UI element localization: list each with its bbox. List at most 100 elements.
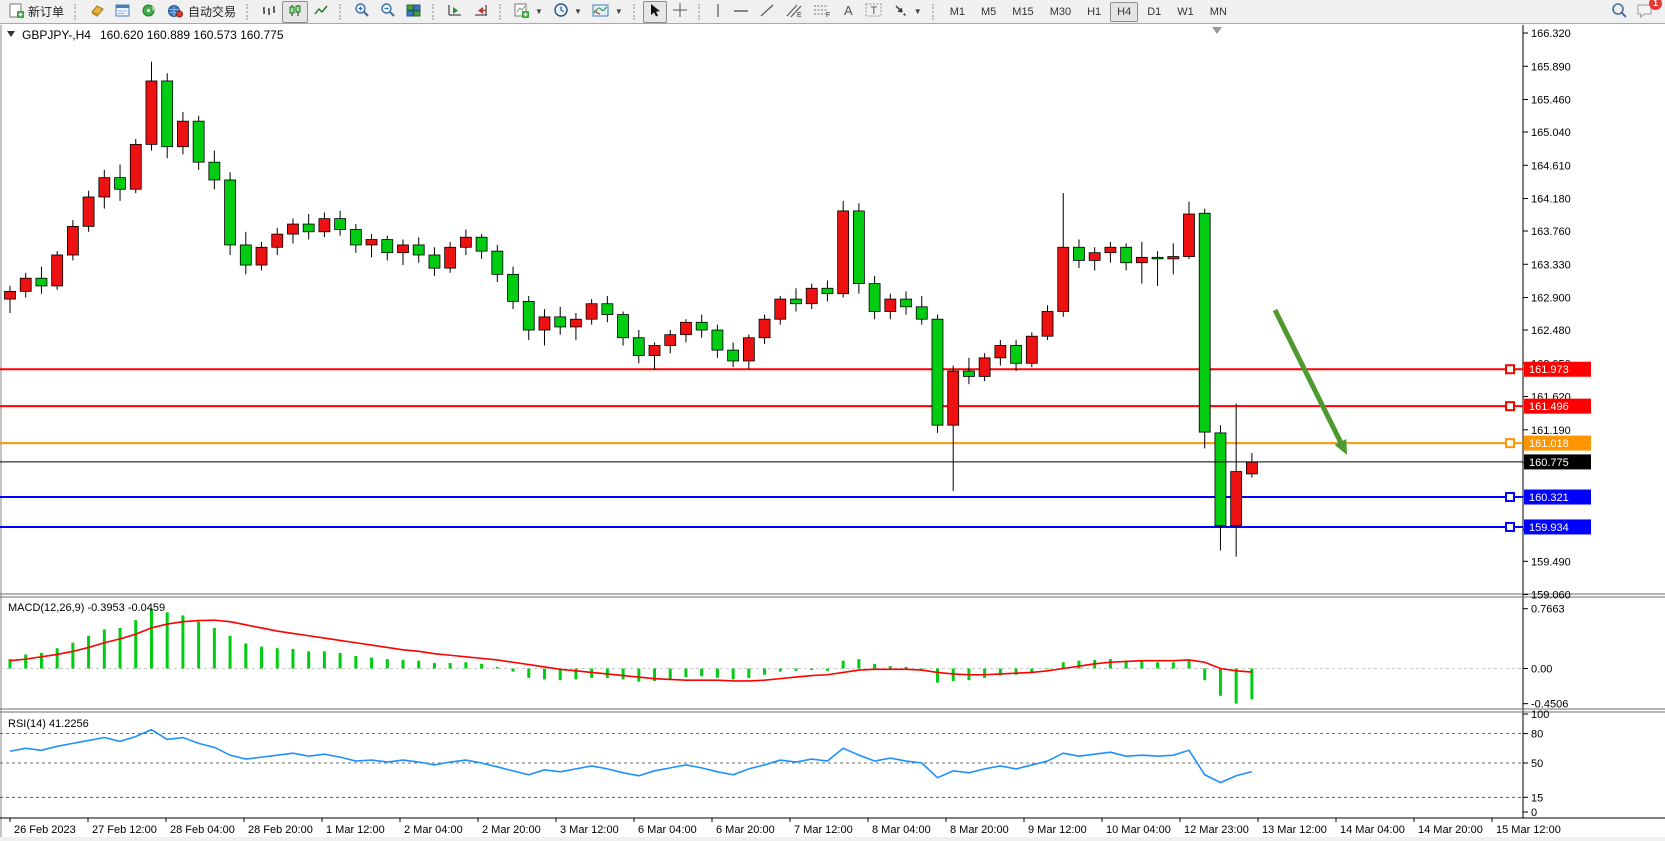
toolbar-grip bbox=[499, 3, 504, 20]
candle-body bbox=[51, 254, 64, 287]
text-label-button[interactable]: T bbox=[860, 1, 888, 23]
candle-body bbox=[695, 321, 708, 331]
navigator-icon bbox=[141, 3, 157, 21]
hline-handle[interactable] bbox=[1505, 521, 1515, 532]
timeframe-m30[interactable]: M30 bbox=[1049, 5, 1072, 18]
timeframe-m5[interactable]: M5 bbox=[981, 5, 997, 18]
line-chart-icon bbox=[313, 3, 329, 21]
templates-button[interactable]: ▼ bbox=[587, 1, 628, 23]
auto-scroll-icon bbox=[447, 3, 463, 21]
templates-icon bbox=[592, 3, 610, 21]
bar-chart-button[interactable] bbox=[256, 1, 282, 23]
chart-shift-button[interactable] bbox=[468, 1, 494, 23]
new-chart-button[interactable]: ▼ bbox=[509, 1, 548, 23]
axes: 166.320 165.890 165.460 165.040 164.610 164.1… bbox=[9, 28, 1591, 836]
navigator-button[interactable] bbox=[136, 1, 162, 23]
price-tick-label: 165.890 bbox=[1531, 61, 1571, 73]
notification-badge: 1 bbox=[1649, 0, 1662, 10]
price-tick-label: 165.460 bbox=[1531, 95, 1571, 107]
autotrading-icon bbox=[167, 3, 184, 21]
timeframe-w1[interactable]: W1 bbox=[1177, 5, 1194, 18]
data-window-button[interactable] bbox=[110, 1, 136, 23]
toolbar-grip bbox=[632, 3, 638, 20]
candle-body bbox=[1198, 212, 1211, 433]
auto-scroll-button[interactable] bbox=[442, 1, 468, 23]
hline-handle[interactable] bbox=[1505, 492, 1515, 503]
time-tick-label: 8 Mar 20:00 bbox=[950, 824, 1009, 836]
crosshair-button[interactable] bbox=[667, 1, 693, 23]
one-click-trading-toggle[interactable] bbox=[7, 31, 15, 37]
candle-body bbox=[1151, 256, 1164, 260]
candle-body bbox=[931, 318, 944, 426]
price-label-box bbox=[1524, 489, 1591, 505]
autotrading-button[interactable]: 自动交易 bbox=[162, 1, 241, 23]
text-icon: A bbox=[841, 3, 855, 21]
arrows-button[interactable]: ▼ bbox=[888, 1, 927, 23]
text-label-icon: T bbox=[865, 2, 883, 21]
price-tick-label: 166.320 bbox=[1531, 28, 1571, 40]
candle-body bbox=[538, 316, 551, 331]
new-order-label: 新订单 bbox=[28, 5, 65, 19]
candle-body bbox=[397, 244, 409, 254]
periods-button[interactable]: ▼ bbox=[548, 1, 587, 23]
vertical-line-button[interactable] bbox=[708, 1, 728, 23]
hline-handle[interactable] bbox=[1505, 364, 1515, 375]
timeframe-d1[interactable]: D1 bbox=[1147, 5, 1162, 18]
price-tick-label: 159.060 bbox=[1531, 590, 1571, 602]
chart-title-ohlc: 160.620 160.889 160.573 160.775 bbox=[100, 28, 284, 42]
arrow-line[interactable] bbox=[1272, 308, 1345, 448]
candlestick-chart-button[interactable] bbox=[282, 0, 309, 23]
equidistant-channel-icon: E bbox=[785, 3, 803, 21]
fibonacci-button[interactable]: F bbox=[808, 1, 836, 23]
zoom-out-button[interactable] bbox=[375, 1, 401, 23]
time-tick-label: 14 Mar 04:00 bbox=[1340, 824, 1405, 836]
candle-body bbox=[507, 273, 519, 302]
rsi-tick-label: 0 bbox=[1531, 807, 1537, 819]
zoom-in-button[interactable] bbox=[349, 1, 375, 23]
drawn-arrow-object[interactable] bbox=[1272, 308, 1347, 455]
rsi-label: RSI(14) 41.2256 bbox=[8, 718, 89, 730]
chat-button[interactable]: 1 bbox=[1636, 0, 1662, 22]
market-watch-button[interactable] bbox=[84, 1, 110, 23]
toolbar-grip bbox=[246, 3, 251, 20]
price-label-box bbox=[1524, 398, 1591, 414]
time-tick-label: 12 Mar 23:00 bbox=[1184, 824, 1249, 836]
timeframe-m15[interactable]: M15 bbox=[1012, 5, 1034, 18]
candle-body bbox=[1214, 432, 1227, 527]
candle-body bbox=[758, 318, 771, 339]
candle-body bbox=[129, 143, 142, 190]
time-tick-label: 28 Feb 04:00 bbox=[170, 824, 235, 836]
text-button[interactable]: A bbox=[836, 1, 860, 23]
hline-handle[interactable] bbox=[1505, 438, 1515, 449]
horizontal-price-lines[interactable] bbox=[0, 364, 1523, 532]
trendline-button[interactable] bbox=[754, 1, 780, 23]
vertical-line-icon bbox=[713, 3, 723, 21]
candle-body bbox=[742, 337, 755, 362]
price-tick-label: 161.190 bbox=[1531, 425, 1571, 437]
candle-body bbox=[570, 318, 582, 328]
horizontal-line-button[interactable] bbox=[728, 1, 754, 23]
time-tick-label: 1 Mar 12:00 bbox=[326, 824, 385, 836]
horizontal-line-icon bbox=[733, 3, 749, 21]
cursor-button[interactable] bbox=[642, 0, 667, 23]
zoom-out-icon bbox=[380, 2, 396, 21]
search-icon[interactable] bbox=[1611, 2, 1628, 22]
price-label-box bbox=[1524, 519, 1591, 535]
equidistant-channel-button[interactable]: E bbox=[780, 1, 808, 23]
timeframe-h4[interactable]: H4 bbox=[1110, 1, 1139, 22]
timeframe-mn[interactable]: MN bbox=[1209, 5, 1227, 18]
candle-body bbox=[680, 321, 692, 336]
price-label-text: 159.934 bbox=[1529, 522, 1569, 534]
new-order-button[interactable]: 新订单 bbox=[4, 1, 69, 23]
macd-tick-label: -0.4506 bbox=[1531, 699, 1568, 711]
timeframe-m1[interactable]: M1 bbox=[949, 5, 965, 18]
hline-handle[interactable] bbox=[1505, 401, 1515, 412]
timeframe-h1[interactable]: H1 bbox=[1087, 5, 1102, 18]
chart-shift-marker[interactable] bbox=[1212, 27, 1222, 34]
tile-windows-button[interactable] bbox=[401, 1, 427, 23]
candle-body bbox=[1010, 345, 1022, 364]
chart-title-symbol: GBPJPY-,H4 bbox=[22, 28, 91, 42]
arrow-head[interactable] bbox=[1334, 439, 1347, 455]
line-chart-button[interactable] bbox=[308, 1, 334, 23]
price-tick-label: 163.330 bbox=[1531, 259, 1571, 271]
